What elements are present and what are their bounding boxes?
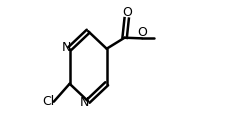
Text: O: O <box>121 6 131 19</box>
Text: O: O <box>136 26 146 39</box>
Text: N: N <box>61 41 71 54</box>
Text: Cl: Cl <box>42 95 54 108</box>
Text: N: N <box>80 96 89 109</box>
